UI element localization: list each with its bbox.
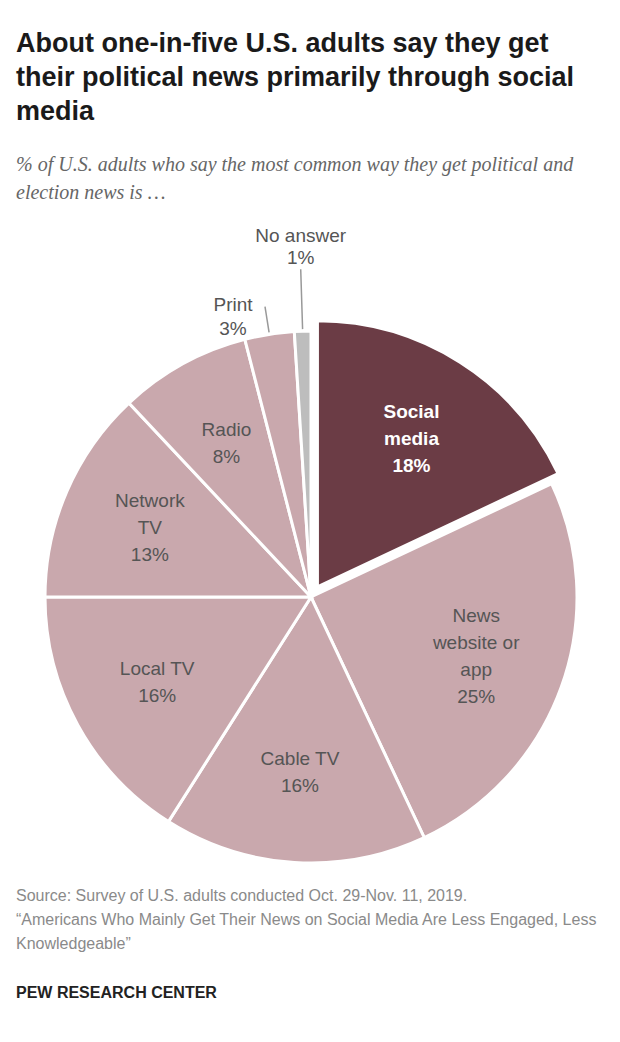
svg-text:Local TV: Local TV bbox=[120, 658, 195, 679]
svg-text:TV: TV bbox=[138, 517, 163, 538]
svg-text:Network: Network bbox=[115, 490, 185, 511]
svg-text:Cable TV: Cable TV bbox=[261, 748, 340, 769]
svg-text:News: News bbox=[452, 605, 500, 626]
html-text:PEW RESEARCH CENTER: PEW RESEARCH CENTER bbox=[16, 984, 217, 1001]
svg-text:1%: 1% bbox=[287, 247, 315, 268]
svg-text:Print: Print bbox=[213, 294, 253, 315]
svg-text:3%: 3% bbox=[219, 318, 247, 339]
svg-text:Radio: Radio bbox=[202, 419, 252, 440]
html-text:“Americans Who Mainly Get Thei: “Americans Who Mainly Get Their News on … bbox=[16, 911, 597, 952]
svg-text:Social: Social bbox=[384, 401, 440, 422]
svg-text:16%: 16% bbox=[138, 685, 176, 706]
html-text:About one-in-five U.S. adults: About one-in-five U.S. adults say they g… bbox=[16, 28, 575, 126]
svg-text:app: app bbox=[460, 659, 492, 680]
svg-text:website or: website or bbox=[432, 632, 520, 653]
html-text:% of U.S. adults who say the m: % of U.S. adults who say the most common… bbox=[16, 153, 574, 203]
svg-text:13%: 13% bbox=[131, 544, 169, 565]
svg-text:media: media bbox=[384, 428, 439, 449]
html-text:Source: Survey of U.S. adults: Source: Survey of U.S. adults conducted … bbox=[16, 887, 468, 904]
svg-text:No answer: No answer bbox=[255, 225, 346, 246]
svg-text:16%: 16% bbox=[281, 775, 319, 796]
svg-text:18%: 18% bbox=[392, 455, 430, 476]
svg-text:8%: 8% bbox=[213, 446, 241, 467]
svg-text:25%: 25% bbox=[457, 686, 495, 707]
